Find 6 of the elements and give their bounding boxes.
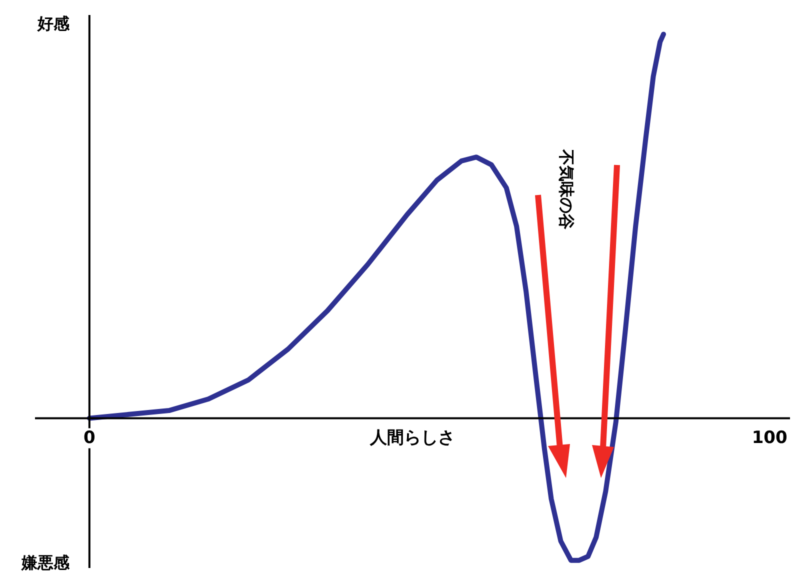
x-axis-title: 人間らしさ (369, 428, 455, 448)
x-tick-label: 100 (752, 428, 788, 448)
x-tick-label: 0 (83, 428, 96, 448)
annotation: 不気味の谷 (556, 148, 576, 230)
annotation: 嫌悪感 (20, 553, 70, 572)
text: 好感 (36, 14, 70, 34)
